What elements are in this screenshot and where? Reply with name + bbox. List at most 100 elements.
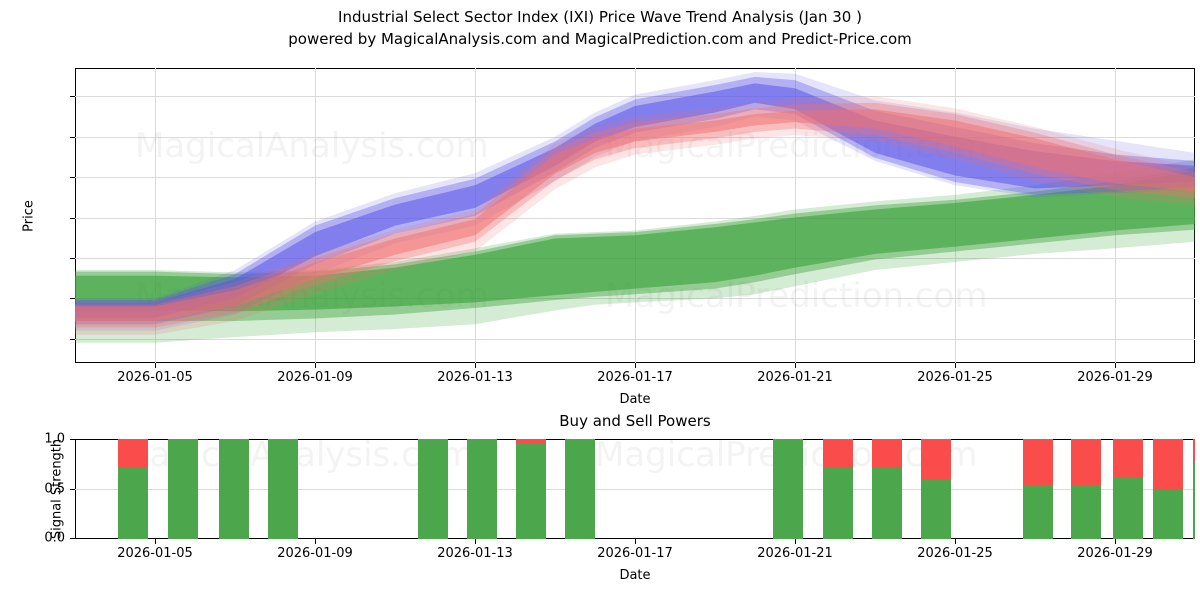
price-x-tickmark <box>315 363 316 368</box>
signal-x-axis-label: Date <box>619 568 651 583</box>
price-x-axis-label: Date <box>619 392 651 407</box>
signal-x-tickmark <box>155 539 156 544</box>
signal-bar-buy-segment <box>872 468 902 539</box>
signal-x-tickmark <box>955 539 956 544</box>
price-chart-plot-area: MagicalAnalysis.com MagicalPrediction.com… <box>75 68 1195 363</box>
signal-bar-buy-segment <box>1112 477 1143 539</box>
signal-bar-buy-segment <box>418 439 449 539</box>
signal-bar[interactable] <box>466 439 497 539</box>
signal-bar[interactable] <box>515 439 546 539</box>
price-band-blue-inner <box>75 83 1195 318</box>
price-y-tickmark <box>70 217 75 219</box>
signal-x-tick-label: 2026-01-09 <box>277 546 353 561</box>
signal-y-tick-label: 0.5 <box>44 481 65 497</box>
signal-y-tick-label: 0.0 <box>44 530 65 546</box>
price-x-tickmark <box>955 363 956 368</box>
price-gridline-vertical <box>475 68 476 363</box>
price-gridline-vertical <box>635 68 636 363</box>
signal-bar[interactable] <box>268 439 299 539</box>
signal-bar[interactable] <box>822 439 853 539</box>
signal-bar[interactable] <box>1112 439 1143 539</box>
chart-title-line2: powered by MagicalAnalysis.com and Magic… <box>288 30 912 48</box>
signal-bar-sell-segment <box>1193 439 1195 461</box>
signal-y-tick-label: 1.0 <box>44 431 65 447</box>
signal-bar-sell-segment <box>1112 439 1143 477</box>
signal-bar-buy-segment <box>515 443 546 539</box>
signal-bar-buy-segment <box>118 467 149 539</box>
signal-x-tickmark <box>635 539 636 544</box>
signal-y-tickmark <box>70 489 75 490</box>
signal-bar[interactable] <box>565 439 596 539</box>
price-y-tickmark <box>70 298 75 300</box>
price-band-pink-outer <box>75 96 1195 335</box>
price-wave-bands <box>75 72 1195 343</box>
signal-bar[interactable] <box>118 439 149 539</box>
price-band-green-inner <box>75 170 1195 312</box>
signal-x-tickmark <box>475 539 476 544</box>
signal-bar-sell-segment <box>118 439 149 467</box>
signal-bar[interactable] <box>872 439 902 539</box>
price-x-tick-label: 2026-01-29 <box>1077 370 1153 385</box>
price-x-tick-label: 2026-01-21 <box>757 370 833 385</box>
signal-x-tickmark <box>795 539 796 544</box>
signal-bar-buy-segment <box>219 439 250 539</box>
signal-y-tickmark <box>70 538 75 539</box>
price-x-tickmark <box>475 363 476 368</box>
signal-bar-sell-segment <box>872 439 902 468</box>
signal-bar-sell-segment <box>1023 439 1054 485</box>
signal-bar-buy-segment <box>1023 485 1054 539</box>
signal-bar[interactable] <box>1153 439 1184 539</box>
signal-x-tickmark <box>1115 539 1116 544</box>
signal-bar[interactable] <box>921 439 952 539</box>
signal-bar[interactable] <box>1193 439 1195 539</box>
signal-chart-title: Buy and Sell Powers <box>559 412 711 430</box>
signal-bar-sell-segment <box>1153 439 1184 490</box>
signal-bar[interactable] <box>773 439 804 539</box>
price-x-tickmark <box>155 363 156 368</box>
signal-y-tickmark <box>70 439 75 440</box>
signal-bar-buy-segment <box>1193 461 1195 539</box>
price-x-tick-label: 2026-01-17 <box>597 370 673 385</box>
price-gridline-vertical <box>315 68 316 363</box>
signal-bar[interactable] <box>1023 439 1054 539</box>
signal-bar-sell-segment <box>822 439 853 468</box>
price-x-tickmark <box>1115 363 1116 368</box>
signal-bar-buy-segment <box>1153 490 1184 539</box>
signal-bar-sell-segment <box>515 439 546 443</box>
price-y-tickmark <box>70 338 75 340</box>
price-gridline-vertical <box>155 68 156 363</box>
page-title: Industrial Select Sector Index (IXI) Pri… <box>0 6 1200 50</box>
price-x-tickmark <box>795 363 796 368</box>
price-x-tick-label: 2026-01-09 <box>277 370 353 385</box>
signal-bar-buy-segment <box>1071 485 1102 539</box>
signal-bar-buy-segment <box>822 468 853 539</box>
signal-gridline-horizontal <box>75 489 1195 490</box>
signal-bar-buy-segment <box>268 439 299 539</box>
signal-bar[interactable] <box>418 439 449 539</box>
price-gridline-vertical <box>795 68 796 363</box>
signal-bar-buy-segment <box>921 479 952 539</box>
signal-x-tick-label: 2026-01-17 <box>597 546 673 561</box>
price-y-axis-label: Price <box>21 199 37 232</box>
price-band-pink-mid <box>75 102 1195 328</box>
signal-bar-buy-segment <box>565 439 596 539</box>
signal-x-tick-label: 2026-01-13 <box>437 546 513 561</box>
signal-x-tick-label: 2026-01-05 <box>117 546 193 561</box>
signal-bar-buy-segment <box>773 439 804 539</box>
price-y-tickmark <box>70 257 75 259</box>
signal-bar[interactable] <box>219 439 250 539</box>
signal-chart-panel: Buy and Sell Powers MagicalAnalysis.comM… <box>44 412 1195 583</box>
signal-bar[interactable] <box>167 439 198 539</box>
signal-x-tick-label: 2026-01-29 <box>1077 546 1153 561</box>
price-x-tick-label: 2026-01-25 <box>917 370 993 385</box>
price-x-tick-label: 2026-01-13 <box>437 370 513 385</box>
signal-x-tick-label: 2026-01-25 <box>917 546 993 561</box>
signal-x-tickmark <box>315 539 316 544</box>
signal-bar-buy-segment <box>466 439 497 539</box>
price-chart-panel: MagicalAnalysis.com MagicalPrediction.com… <box>21 68 1195 407</box>
chart-title-line1: Industrial Select Sector Index (IXI) Pri… <box>338 8 862 26</box>
signal-y-axis-label: Signal Strength <box>49 438 65 540</box>
signal-bar[interactable] <box>1071 439 1102 539</box>
